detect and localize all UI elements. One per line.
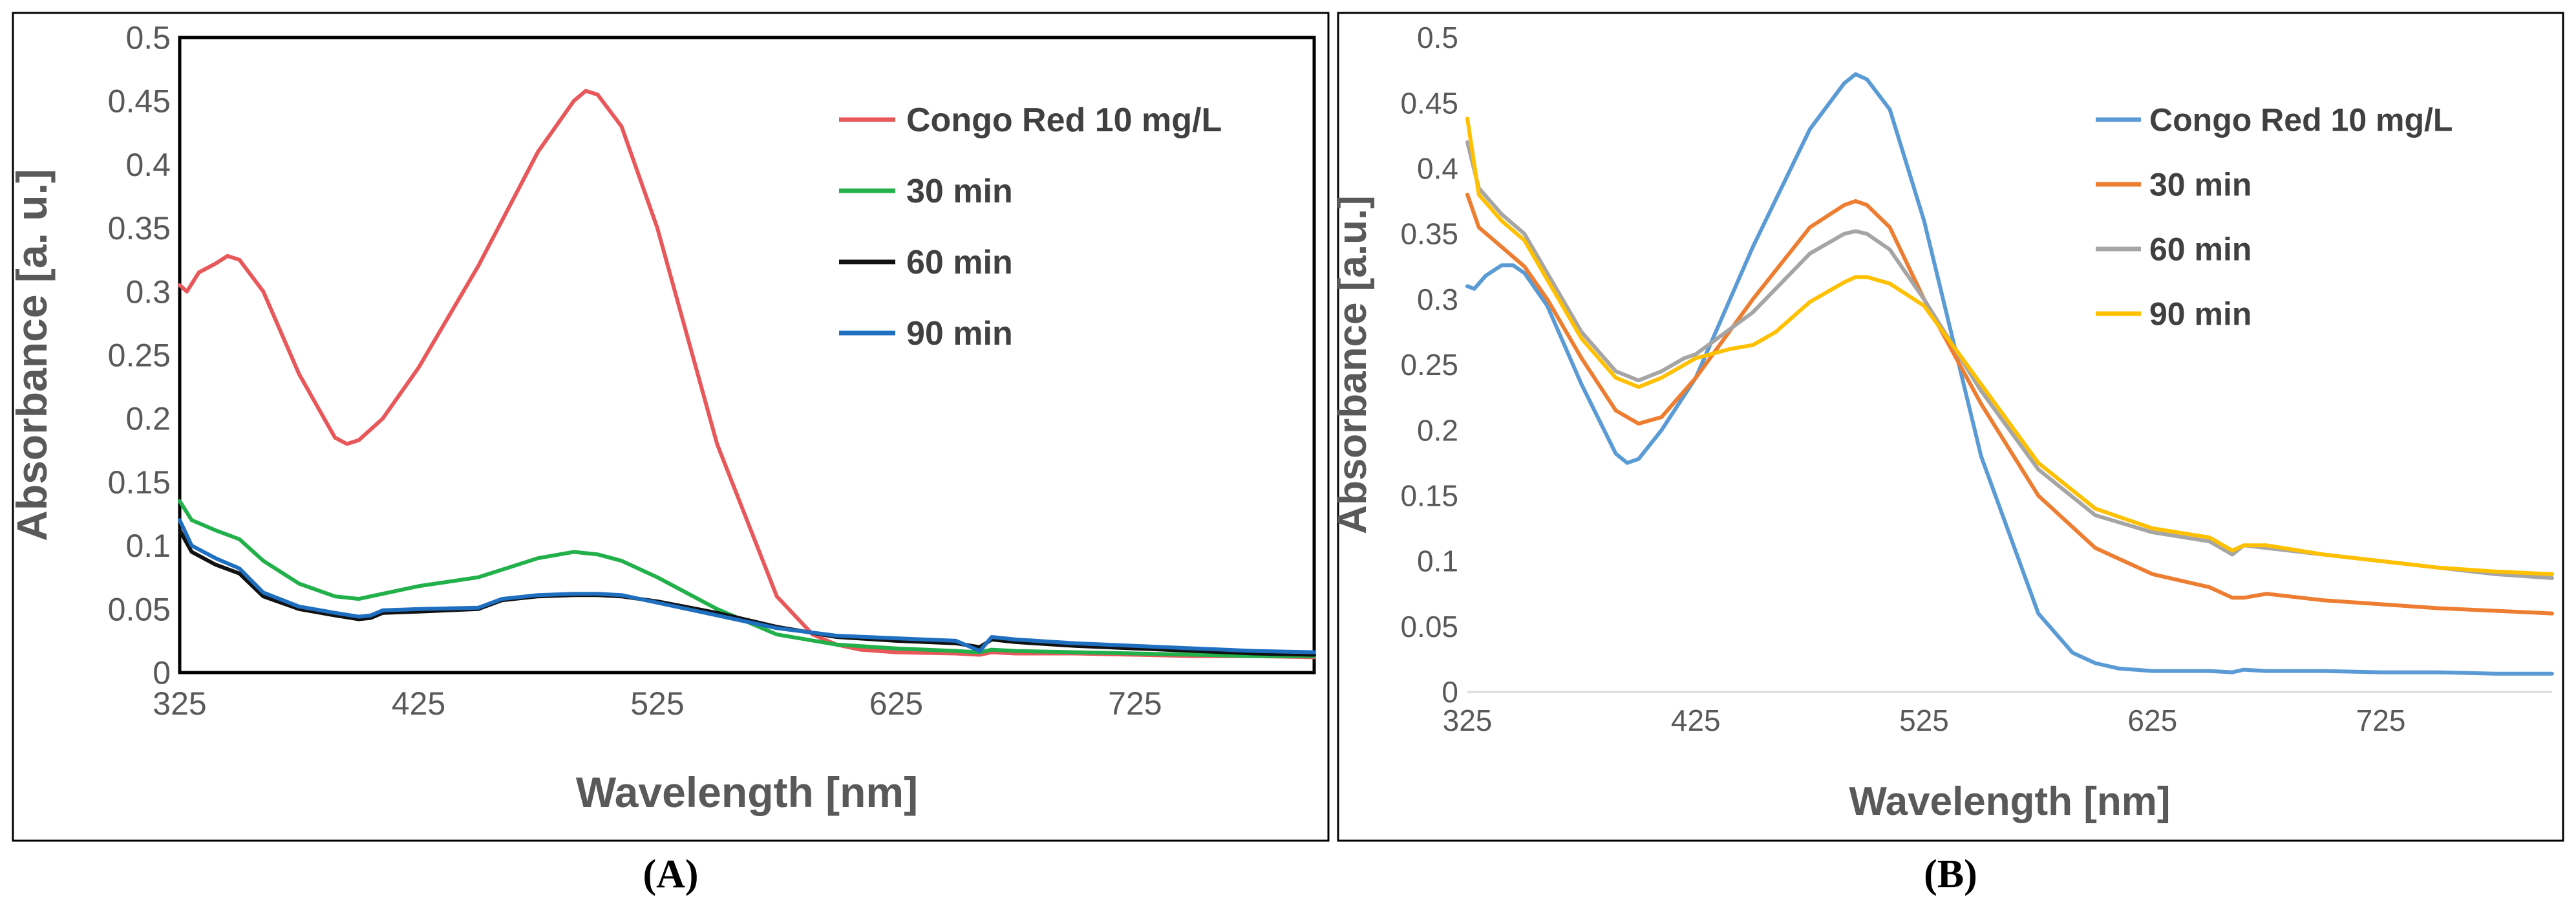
x-tick-label: 625 xyxy=(869,685,923,722)
y-tick-label: 0.3 xyxy=(125,274,171,310)
y-tick-label: 0 xyxy=(1442,675,1458,709)
x-tick-label: 625 xyxy=(2127,704,2177,737)
y-tick-label: 0.1 xyxy=(1417,545,1458,578)
y-tick-label: 0.05 xyxy=(108,591,171,627)
chart-panel-b: 0 0.05 0.1 0.15 0.2 0.25 0.3 0.35 0.4 0.45 0.5 325 4… xyxy=(1330,12,2564,896)
legend-entry: 60 min xyxy=(2149,232,2251,268)
series-line-30-min xyxy=(1465,192,2554,616)
legend-entry: Congo Red 10 mg/L xyxy=(2149,102,2453,138)
chart-panel-a: 0 0.05 0.1 0.15 0.2 0.25 0.3 0.35 0.4 0.45 0.5 325 4… xyxy=(8,12,1330,896)
series-line-90-min xyxy=(1465,116,2554,576)
legend-entry: 90 min xyxy=(2149,296,2251,332)
legend: Congo Red 10 mg/L 30 min 60 min 90 min xyxy=(2096,102,2453,332)
x-tick-label: 725 xyxy=(2356,704,2406,737)
series-line-30-min xyxy=(178,499,1316,658)
panel-label: (A) xyxy=(643,852,698,896)
legend-entry: 30 min xyxy=(906,173,1013,210)
y-tick-label: 0.15 xyxy=(108,464,171,501)
x-tick-label: 525 xyxy=(630,685,684,722)
y-tick-label: 0.05 xyxy=(1400,610,1458,643)
series-line-90-min xyxy=(178,518,1316,654)
y-tick-label: 0.45 xyxy=(1400,86,1458,120)
legend-entry: 60 min xyxy=(906,244,1013,281)
legend-entry: Congo Red 10 mg/L xyxy=(906,102,1222,139)
y-tick-label: 0.1 xyxy=(125,528,171,564)
x-tick-label: 325 xyxy=(1443,704,1493,737)
y-tick-label: 0.35 xyxy=(1400,217,1458,251)
x-tick-label: 525 xyxy=(1899,704,1949,737)
series-line-60-min xyxy=(1465,140,2554,580)
y-axis-title: Absorbance [a. u.] xyxy=(8,169,56,541)
series-line-congo-red-10-mg-l xyxy=(1465,72,2554,676)
y-tick-label: 0.4 xyxy=(1417,152,1458,186)
y-tick-label: 0.15 xyxy=(1400,479,1458,513)
legend-entry: 30 min xyxy=(2149,167,2251,203)
plot-area-border xyxy=(178,36,1316,674)
panel-frame xyxy=(12,12,1330,842)
y-tick-label: 0.4 xyxy=(125,147,171,183)
x-axis-title: Wavelength [nm] xyxy=(1849,779,2170,824)
y-tick-label: 0.3 xyxy=(1417,283,1458,316)
y-tick-label: 0.2 xyxy=(125,401,171,437)
legend-entry: 90 min xyxy=(906,315,1013,352)
y-axis-title: Absorbance [a.u.] xyxy=(1330,195,1375,534)
y-tick-label: 0.25 xyxy=(1400,348,1458,382)
y-tick-label: 0.45 xyxy=(108,83,171,120)
x-tick-label: 425 xyxy=(392,685,445,722)
y-tick-label: 0.5 xyxy=(1417,21,1458,54)
legend: Congo Red 10 mg/L 30 min 60 min 90 min xyxy=(839,102,1222,352)
x-tick-label: 425 xyxy=(1671,704,1721,737)
y-tick-label: 0.25 xyxy=(108,338,171,374)
y-tick-label: 0 xyxy=(153,655,171,691)
x-tick-label: 325 xyxy=(153,685,206,722)
x-tick-label: 725 xyxy=(1108,685,1162,722)
y-tick-label: 0.35 xyxy=(108,210,171,246)
panel-frame xyxy=(1337,12,2564,842)
panel-label: (B) xyxy=(1924,852,1977,896)
y-tick-label: 0.2 xyxy=(1417,413,1458,447)
y-tick-label: 0.5 xyxy=(125,20,171,56)
series-line-congo-red-10-mg-l xyxy=(178,89,1316,660)
x-axis-title: Wavelength [nm] xyxy=(576,768,918,816)
